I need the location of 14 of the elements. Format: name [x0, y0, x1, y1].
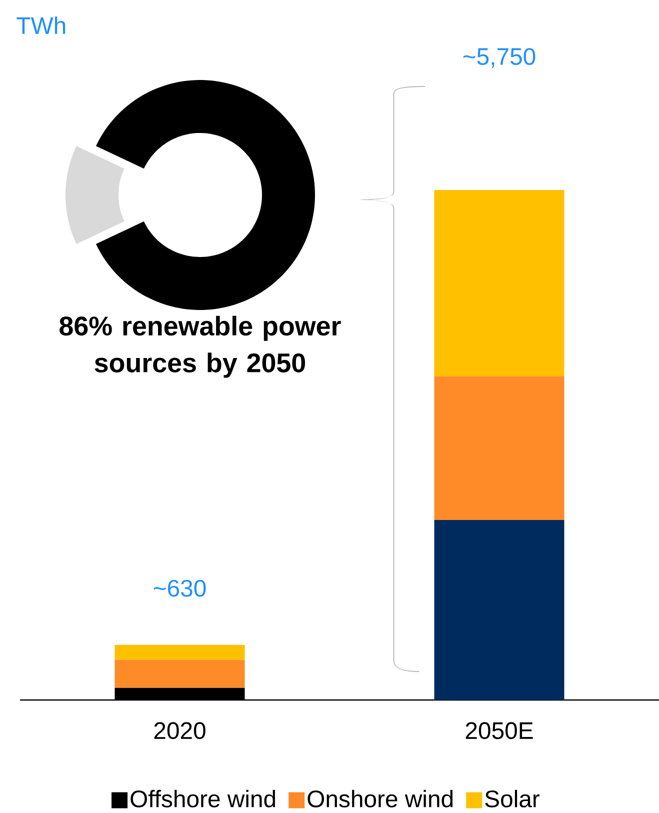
x-tick-label: 2020 — [154, 722, 206, 740]
text: ~5,750 — [463, 48, 536, 68]
legend-label: Onshore wind — [308, 790, 453, 808]
bar — [114, 644, 245, 660]
x-tick-label: 2050E — [466, 722, 533, 740]
annotation: ~630 — [154, 580, 206, 597]
legend-label: Solar — [485, 790, 540, 808]
y-axis-title: TWh — [16, 16, 66, 34]
bar — [434, 520, 564, 700]
legend-label: Offshore wind — [130, 790, 276, 808]
text: 86% renewable power sources by 2050 — [60, 316, 341, 378]
bar — [434, 376, 564, 520]
bar — [114, 660, 245, 688]
bar — [434, 190, 564, 376]
